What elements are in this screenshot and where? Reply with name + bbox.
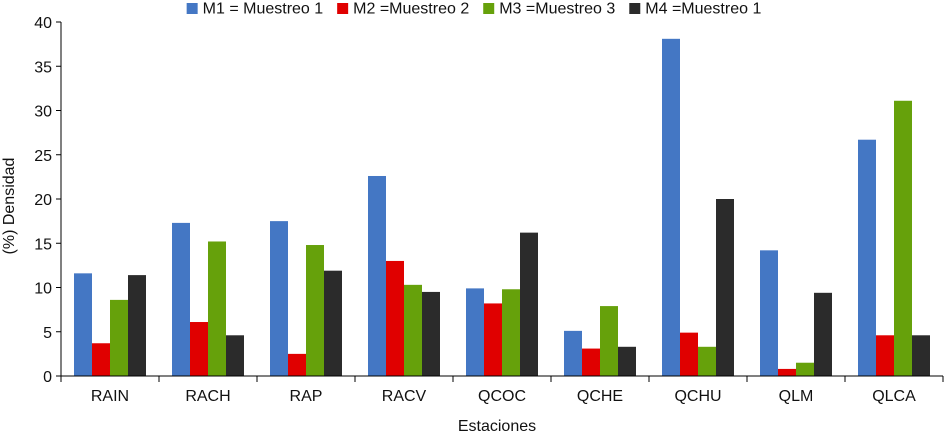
bar-rach-m2 (190, 322, 208, 376)
bar-qche-m2 (582, 348, 600, 376)
legend-item-m2: M2 =Muestreo 2 (337, 1, 469, 18)
x-tick-label-qchu: QCHU (674, 388, 721, 405)
bar-qcoc-m4 (520, 232, 538, 376)
bar-qche-m3 (600, 306, 618, 376)
bar-qlca-m1 (858, 139, 876, 376)
bar-rain-m4 (128, 275, 146, 376)
x-tick-label-qlm: QLM (779, 388, 814, 405)
bar-rach-m3 (208, 241, 226, 376)
bar-qlm-m2 (778, 368, 796, 376)
bar-qlm-m4 (814, 292, 832, 376)
bar-qlca-m2 (876, 335, 894, 376)
bar-qlca-m4 (912, 335, 930, 376)
y-ticks-group: 0 5 10 15 20 25 30 35 40 (34, 15, 61, 386)
x-tick-label-rain: RAIN (91, 388, 129, 405)
bar-racv-m4 (422, 291, 440, 376)
y-tick-label: 0 (43, 369, 52, 386)
legend-item-m1: M1 = Muestreo 1 (186, 1, 324, 18)
bar-qlca-m3 (894, 100, 912, 376)
y-tick-label: 15 (34, 236, 52, 253)
legend-swatch (629, 3, 641, 14)
bar-qchu-m3 (698, 346, 716, 376)
bar-rain-m1 (74, 273, 92, 376)
bar-rap-m1 (270, 221, 288, 376)
legend-item-m4: M4 =Muestreo 1 (629, 1, 761, 18)
y-tick-label: 35 (34, 59, 52, 76)
bar-rach-m1 (172, 222, 190, 376)
legend-item-m3: M3 =Muestreo 3 (483, 1, 615, 18)
bar-racv-m2 (386, 260, 404, 376)
x-tick-label-racv: RACV (382, 388, 427, 405)
legend-swatch (337, 3, 349, 14)
legend-swatch (483, 3, 495, 14)
bar-qcoc-m1 (466, 288, 484, 376)
bar-qchu-m4 (716, 199, 734, 376)
legend-label: M2 =Muestreo 2 (353, 1, 469, 18)
bar-rain-m2 (92, 343, 110, 376)
bar-rach-m4 (226, 335, 244, 376)
bar-qcoc-m3 (502, 289, 520, 376)
x-tick-label-qche: QCHE (577, 388, 623, 405)
bar-qchu-m2 (680, 332, 698, 376)
legend-swatch (186, 3, 198, 14)
legend: M1 = Muestreo 1 M2 =Muestreo 2 M3 =Muestre… (186, 1, 761, 18)
bar-qche-m1 (564, 330, 582, 376)
bar-rain-m3 (110, 299, 128, 376)
x-axis-title: Estaciones (458, 418, 536, 434)
y-tick-label: 40 (34, 15, 52, 32)
bar-racv-m1 (368, 175, 386, 376)
bar-qlm-m3 (796, 362, 814, 376)
legend-label: M1 = Muestreo 1 (203, 1, 324, 18)
bars-group (74, 38, 930, 376)
y-tick-label: 10 (34, 281, 52, 298)
bar-rap-m3 (306, 245, 324, 376)
y-tick-label: 30 (34, 104, 52, 121)
x-tick-label-rap: RAP (290, 388, 323, 405)
y-axis-title: (%) Densidad (1, 158, 18, 255)
x-tick-label-qcoc: QCOC (478, 388, 526, 405)
bar-qchu-m1 (662, 38, 680, 376)
bar-qcoc-m2 (484, 303, 502, 376)
legend-label: M3 =Muestreo 3 (499, 1, 615, 18)
legend-label: M4 =Muestreo 1 (645, 1, 761, 18)
bar-rap-m2 (288, 353, 306, 376)
bar-qche-m4 (618, 346, 636, 376)
y-tick-label: 25 (34, 148, 52, 165)
x-tick-label-qlca: QLCA (872, 388, 916, 405)
x-tick-label-rach: RACH (185, 388, 230, 405)
y-tick-label: 5 (43, 325, 52, 342)
bar-rap-m4 (324, 270, 342, 376)
y-tick-label: 20 (34, 192, 52, 209)
bar-qlm-m1 (760, 250, 778, 376)
x-ticks-group: RAIN RACH RAP RACV QCOC QCHE QCHU QLM QLCA (60, 376, 944, 405)
bar-racv-m3 (404, 284, 422, 376)
